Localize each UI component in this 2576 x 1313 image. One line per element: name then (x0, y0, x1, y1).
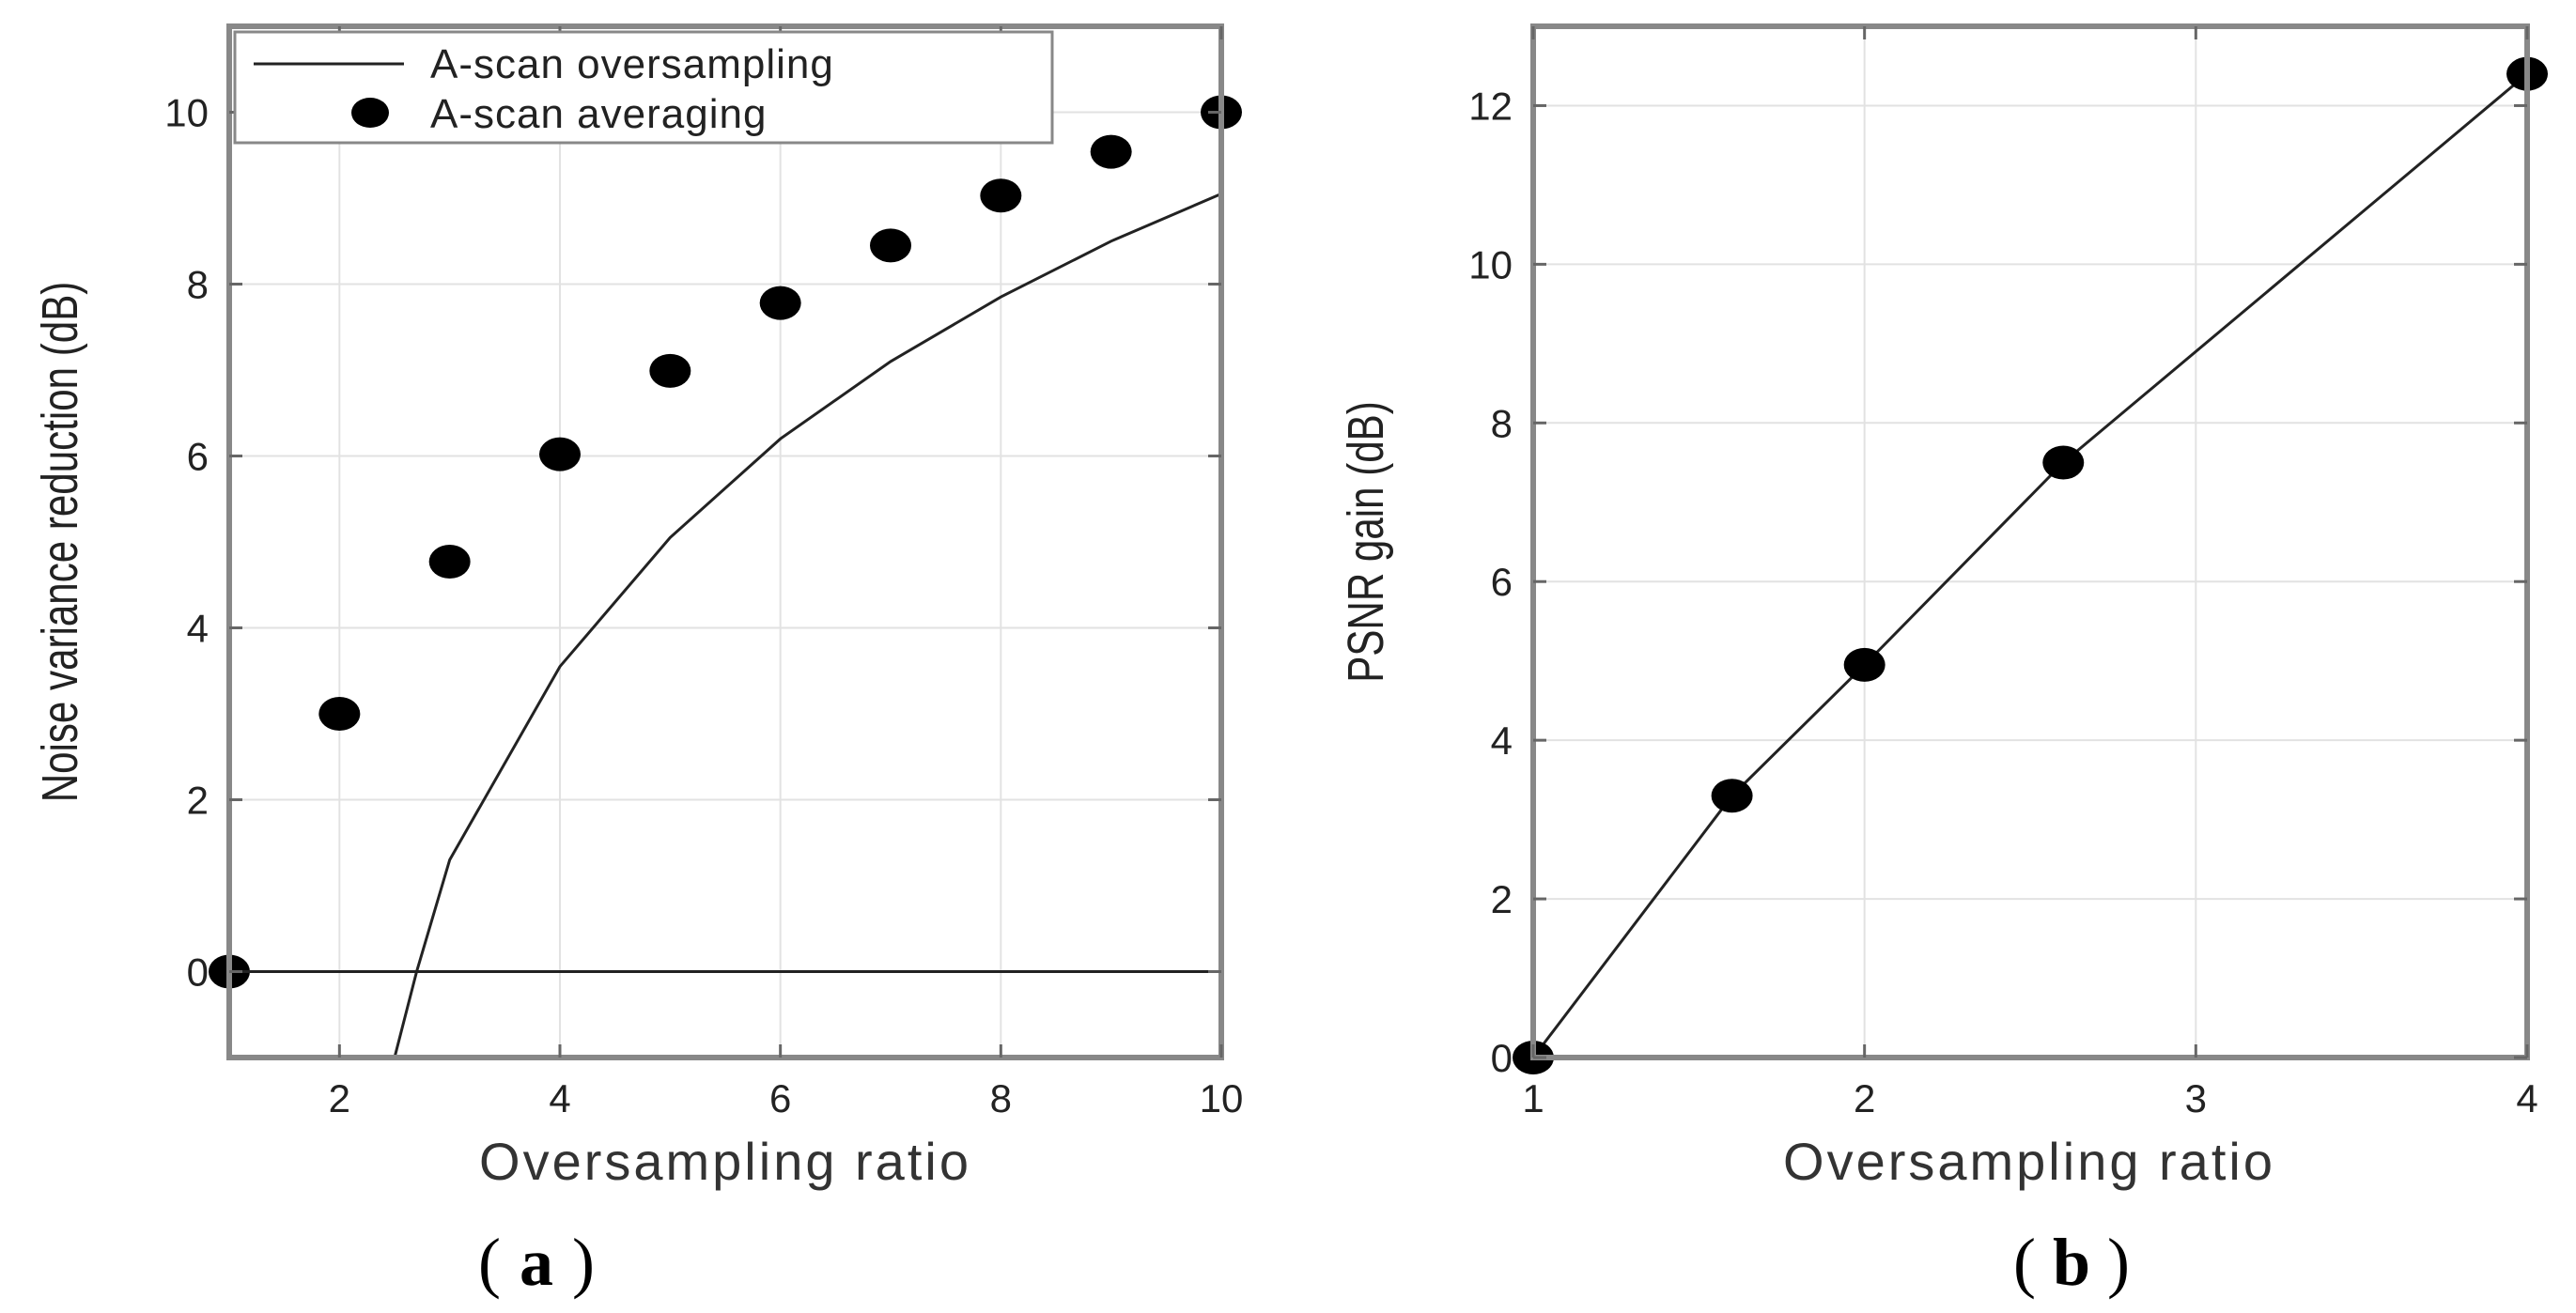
y-tick-label: 6 (187, 435, 209, 479)
panel-b-grid (1532, 26, 2528, 1058)
x-tick-label: 3 (2185, 1076, 2207, 1120)
panel-a: 2 4 6 8 10 0 2 4 6 8 10 A-scan oversampling A-scan… (32, 23, 1243, 1300)
svg-text:(: ( (478, 1225, 501, 1300)
y-tick-label: 0 (1491, 1036, 1513, 1080)
y-tick-label: 12 (1468, 84, 1513, 128)
legend-entry-oversampling: A-scan oversampling (430, 41, 834, 87)
panel-b-letter: b (2053, 1225, 2090, 1300)
panel-b-xlabel: Oversampling ratio (1783, 1132, 2275, 1191)
y-tick-label: 8 (1491, 401, 1513, 445)
svg-text:): ) (2107, 1225, 2130, 1300)
svg-text:): ) (572, 1225, 595, 1300)
legend-entry-averaging: A-scan averaging (430, 91, 767, 137)
data-point (870, 228, 911, 263)
y-tick-label: 8 (187, 263, 209, 307)
series-line (1531, 72, 2528, 1058)
panel-a-xlabel: Oversampling ratio (479, 1132, 971, 1191)
x-tick-label: 10 (1200, 1076, 1244, 1120)
data-point (318, 697, 361, 731)
panel-a-legend: A-scan oversampling A-scan averaging (233, 30, 1054, 145)
data-point (1090, 134, 1132, 169)
x-tick-label: 4 (2516, 1076, 2537, 1120)
data-point (2042, 445, 2085, 480)
panel-b-ylabel: PSNR gain (dB) (1338, 401, 1394, 683)
y-tick-label: 10 (164, 91, 209, 135)
panel-a-label: ( a ) (478, 1225, 595, 1300)
x-tick-label: 1 (1522, 1076, 1544, 1120)
panel-b-series (1513, 56, 2548, 1074)
data-point (1843, 647, 1885, 682)
panel-a-axes-frame (226, 23, 1224, 1060)
data-point (428, 545, 471, 579)
data-point (649, 353, 691, 388)
y-tick-label: 2 (187, 779, 209, 823)
panel-a-ylabel: Noise variance reduction (dB) (32, 282, 88, 803)
panel-b-label: ( b ) (2013, 1225, 2130, 1300)
series-line (393, 193, 1222, 1058)
panel-a-letter: a (520, 1225, 553, 1300)
data-point (539, 437, 581, 471)
x-tick-label: 2 (329, 1076, 350, 1120)
x-tick-label: 2 (1854, 1076, 1875, 1120)
data-point (759, 286, 801, 320)
x-tick-label: 4 (549, 1076, 570, 1120)
panel-b-axes-frame (1530, 23, 2530, 1060)
x-tick-label: 8 (990, 1076, 1012, 1120)
y-tick-label: 0 (187, 950, 209, 995)
y-tick-label: 2 (1491, 877, 1513, 921)
panel-a-ticks: 2 4 6 8 10 0 2 4 6 8 10 (164, 26, 1243, 1120)
svg-text:(: ( (2013, 1225, 2036, 1300)
y-tick-label: 4 (187, 607, 209, 651)
y-tick-label: 4 (1491, 718, 1513, 763)
y-tick-label: 10 (1468, 242, 1513, 286)
data-point (980, 178, 1022, 213)
x-tick-label: 6 (769, 1076, 791, 1120)
y-tick-label: 6 (1491, 560, 1513, 604)
data-point (1711, 779, 1753, 813)
legend-marker-swatch (351, 98, 389, 128)
panel-a-series (209, 95, 1242, 1058)
panel-a-grid (229, 26, 1222, 1058)
